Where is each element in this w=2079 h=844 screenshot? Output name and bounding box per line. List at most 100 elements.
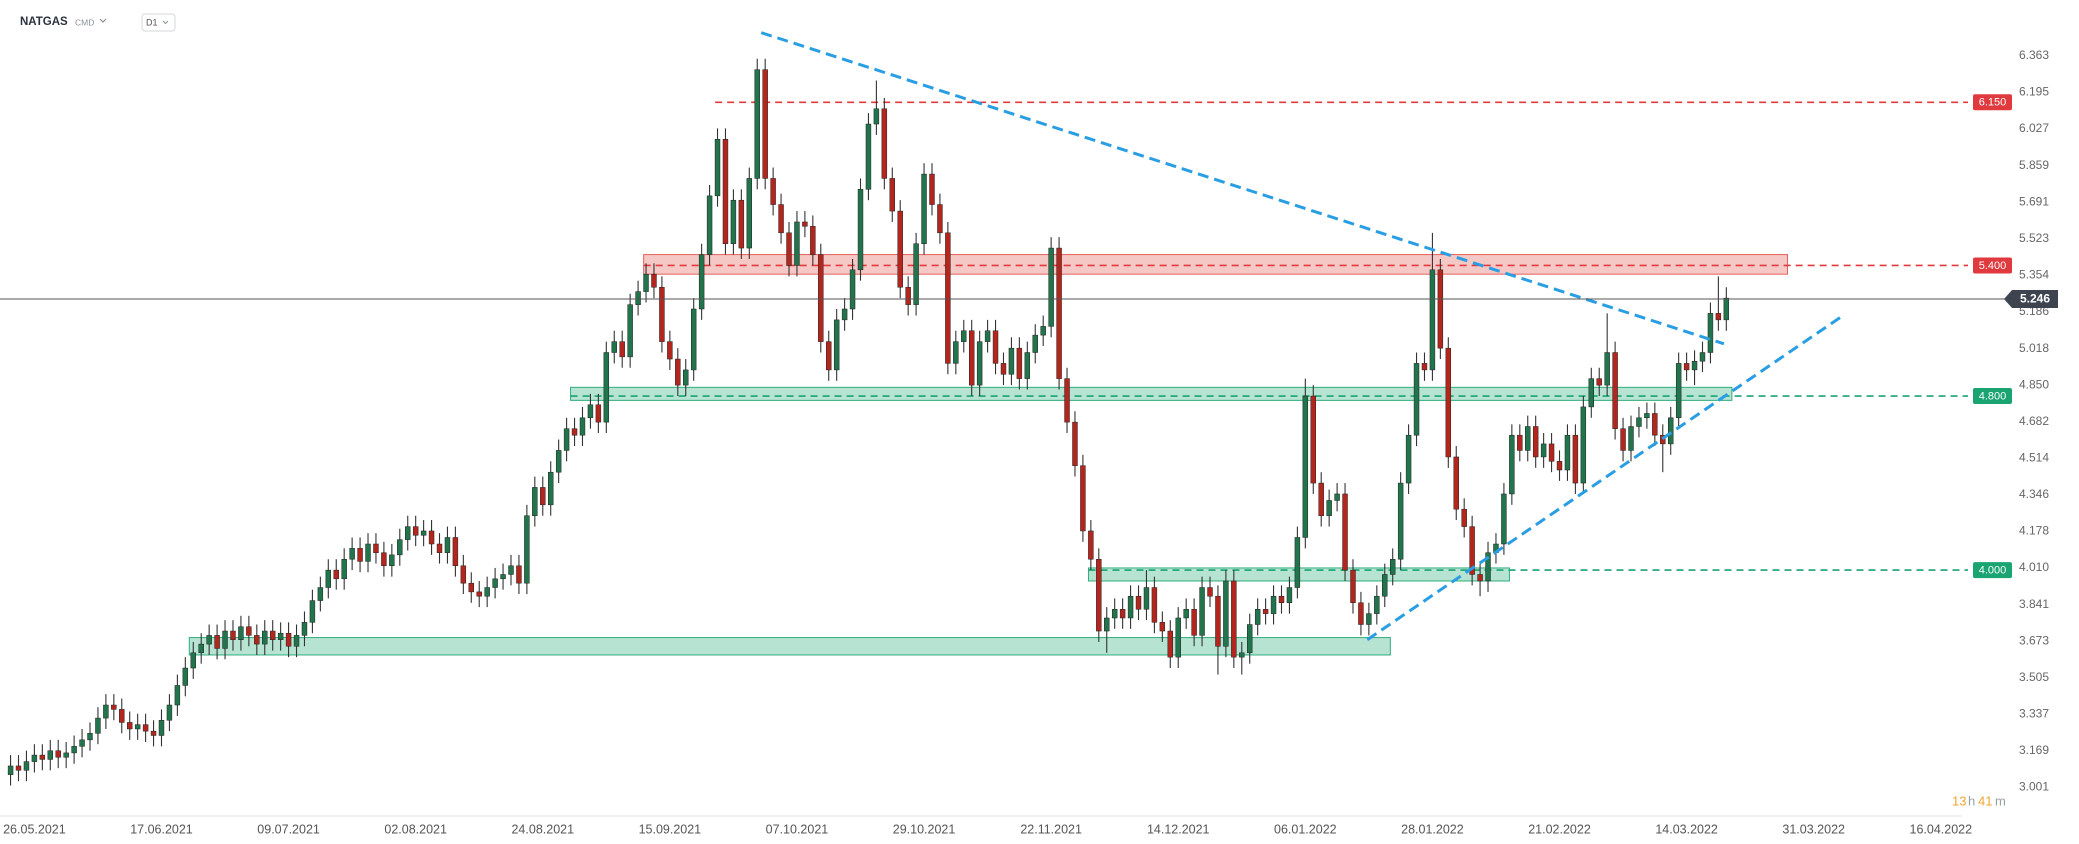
candle-body bbox=[1596, 378, 1602, 386]
x-tick-label: 21.02.2022 bbox=[1528, 822, 1591, 836]
candle-body bbox=[1000, 363, 1007, 375]
candle-body bbox=[1056, 247, 1062, 379]
candle-body bbox=[841, 308, 848, 321]
x-tick-label: 14.12.2021 bbox=[1147, 822, 1210, 836]
candle-body bbox=[1016, 347, 1023, 379]
candle-body bbox=[953, 341, 959, 364]
candle-body bbox=[1111, 609, 1118, 619]
x-tick-label: 26.05.2021 bbox=[3, 822, 66, 836]
candle-body bbox=[1715, 313, 1722, 321]
candle-body bbox=[1461, 508, 1467, 527]
candle-body bbox=[976, 341, 983, 386]
candle-body bbox=[1064, 378, 1070, 423]
candle-body bbox=[1310, 395, 1316, 484]
y-tick-label: 5.859 bbox=[2019, 158, 2049, 172]
level-label-box bbox=[1973, 388, 2012, 405]
last-price-box bbox=[2004, 289, 2058, 308]
candle-body bbox=[95, 717, 101, 734]
candle-body bbox=[1278, 595, 1285, 604]
candle-body bbox=[675, 358, 681, 386]
candle-body bbox=[317, 587, 324, 601]
candle-body bbox=[428, 530, 435, 545]
dropdown-caret[interactable] bbox=[99, 18, 107, 23]
candle-body bbox=[341, 558, 347, 580]
candle-body bbox=[627, 304, 633, 358]
candle-body bbox=[1223, 580, 1229, 647]
candle-body bbox=[683, 369, 689, 386]
candle-body bbox=[1167, 630, 1174, 658]
x-tick-label: 29.10.2021 bbox=[893, 822, 956, 836]
candle-body bbox=[818, 254, 824, 342]
candle-body bbox=[762, 69, 768, 179]
candle-body bbox=[611, 341, 617, 353]
candle-body bbox=[1405, 434, 1412, 484]
candle-body bbox=[269, 630, 276, 640]
trendline bbox=[760, 31, 1725, 346]
candle-body bbox=[1612, 352, 1618, 429]
y-tick-label: 4.682 bbox=[2019, 414, 2049, 428]
countdown-hours-unit: h bbox=[1968, 793, 1975, 808]
candle-body bbox=[1540, 443, 1547, 458]
candle-body bbox=[1302, 395, 1309, 538]
y-tick-label: 4.514 bbox=[2019, 450, 2049, 464]
candle-body bbox=[500, 574, 506, 580]
level-label: 4.800 bbox=[1979, 390, 2007, 402]
candle-body bbox=[1143, 587, 1150, 610]
y-tick-label: 5.523 bbox=[2019, 231, 2049, 245]
header: NATGAS CMD D1 bbox=[20, 13, 176, 32]
y-tick-label: 3.001 bbox=[2019, 780, 2049, 794]
countdown-minutes: 41 bbox=[1978, 793, 1992, 808]
y-tick-label: 3.673 bbox=[2019, 633, 2049, 647]
candle-body bbox=[1501, 493, 1507, 545]
candle-body bbox=[555, 450, 562, 473]
candle-body bbox=[1374, 595, 1380, 614]
y-tick-label: 5.354 bbox=[2019, 268, 2049, 282]
y-tick-label: 3.337 bbox=[2019, 707, 2049, 721]
candle-body bbox=[1048, 247, 1054, 327]
countdown-hours: 13 bbox=[1952, 793, 1966, 808]
candle-body bbox=[1509, 434, 1515, 495]
candle-body bbox=[730, 199, 737, 244]
candle-body bbox=[111, 704, 117, 710]
candle-body bbox=[190, 652, 196, 669]
candle-body bbox=[397, 539, 403, 556]
y-tick-label: 3.841 bbox=[2019, 597, 2049, 611]
candle-body bbox=[1088, 530, 1094, 560]
x-tick-label: 28.01.2022 bbox=[1401, 822, 1464, 836]
symbol[interactable]: NATGAS bbox=[20, 16, 68, 28]
candle-body bbox=[961, 330, 967, 342]
candle-body bbox=[1096, 558, 1102, 632]
candle-body bbox=[246, 626, 252, 636]
candle-body bbox=[55, 750, 61, 758]
y-tick-label: 3.169 bbox=[2019, 743, 2049, 757]
interval-box[interactable] bbox=[141, 13, 176, 32]
level-label-box bbox=[1973, 257, 2012, 274]
candle-body bbox=[1366, 613, 1372, 625]
candle-body bbox=[1247, 624, 1253, 654]
candle-body bbox=[1040, 326, 1046, 336]
candle-body bbox=[158, 720, 165, 736]
candle-body bbox=[659, 286, 665, 342]
candle-body bbox=[1342, 493, 1348, 571]
candle-body bbox=[1358, 602, 1364, 625]
candle-body bbox=[254, 635, 260, 645]
candle-body bbox=[524, 515, 530, 584]
y-tick-label: 6.195 bbox=[2019, 85, 2049, 99]
candle-body bbox=[365, 543, 371, 562]
candle-body bbox=[285, 632, 292, 647]
candle-body bbox=[1691, 360, 1698, 371]
candle-body bbox=[1207, 587, 1213, 597]
candle-body bbox=[595, 404, 602, 423]
interval-caret[interactable] bbox=[162, 20, 169, 25]
candle-body bbox=[1668, 417, 1674, 445]
interval[interactable]: D1 bbox=[146, 17, 158, 27]
candle-body bbox=[532, 487, 538, 516]
x-tick-label: 31.03.2022 bbox=[1782, 822, 1845, 836]
candle-body bbox=[603, 352, 610, 423]
candle-body bbox=[1429, 269, 1436, 371]
candle-body bbox=[214, 635, 220, 649]
candle-body bbox=[1707, 313, 1714, 353]
candle-body bbox=[571, 428, 578, 436]
candle-body bbox=[1564, 434, 1571, 471]
candle-body bbox=[786, 232, 792, 266]
